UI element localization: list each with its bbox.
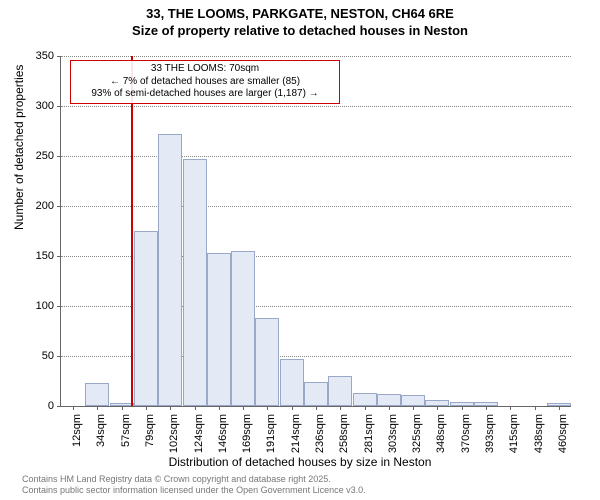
ytick-label: 250 — [24, 150, 54, 162]
xtick-mark — [535, 406, 536, 410]
xtick-mark — [122, 406, 123, 410]
xtick-label: 325sqm — [411, 414, 423, 460]
xtick-mark — [292, 406, 293, 410]
histogram-bar — [134, 231, 158, 406]
xtick-mark — [219, 406, 220, 410]
xtick-mark — [559, 406, 560, 410]
xtick-label: 258sqm — [338, 414, 350, 460]
xtick-label: 57sqm — [120, 414, 132, 460]
xtick-label: 348sqm — [435, 414, 447, 460]
xtick-label: 370sqm — [460, 414, 472, 460]
ytick-mark — [57, 56, 61, 57]
xtick-label: 303sqm — [387, 414, 399, 460]
xtick-mark — [365, 406, 366, 410]
ytick-label: 100 — [24, 300, 54, 312]
ytick-label: 50 — [24, 350, 54, 362]
highlight-line — [131, 56, 133, 406]
gridline — [61, 106, 571, 107]
histogram-bar — [353, 393, 377, 406]
annotation-box: 33 THE LOOMS: 70sqm ← 7% of detached hou… — [70, 60, 340, 104]
xtick-label: 393sqm — [484, 414, 496, 460]
xtick-label: 34sqm — [95, 414, 107, 460]
annotation-line2: ← 7% of detached houses are smaller (85) — [75, 76, 335, 89]
histogram-bar — [183, 159, 207, 406]
histogram-bar — [255, 318, 279, 406]
chart-title-line1: 33, THE LOOMS, PARKGATE, NESTON, CH64 6R… — [0, 0, 600, 23]
gridline — [61, 56, 571, 57]
ytick-label: 350 — [24, 50, 54, 62]
plot: 12sqm34sqm57sqm79sqm102sqm124sqm146sqm16… — [60, 56, 571, 407]
xtick-mark — [389, 406, 390, 410]
xtick-mark — [73, 406, 74, 410]
ytick-mark — [57, 106, 61, 107]
xtick-mark — [195, 406, 196, 410]
xtick-label: 236sqm — [314, 414, 326, 460]
xtick-label: 415sqm — [508, 414, 520, 460]
histogram-bar — [207, 253, 231, 406]
x-axis-label: Distribution of detached houses by size … — [0, 455, 600, 469]
xtick-label: 146sqm — [217, 414, 229, 460]
xtick-label: 191sqm — [265, 414, 277, 460]
xtick-mark — [146, 406, 147, 410]
xtick-mark — [170, 406, 171, 410]
ytick-mark — [57, 256, 61, 257]
histogram-bar — [280, 359, 304, 406]
xtick-label: 281sqm — [363, 414, 375, 460]
xtick-mark — [510, 406, 511, 410]
histogram-bar — [377, 394, 401, 406]
xtick-label: 214sqm — [290, 414, 302, 460]
gridline — [61, 206, 571, 207]
ytick-mark — [57, 206, 61, 207]
ytick-label: 300 — [24, 100, 54, 112]
xtick-mark — [243, 406, 244, 410]
xtick-label: 169sqm — [241, 414, 253, 460]
ytick-label: 0 — [24, 400, 54, 412]
annotation-line1: 33 THE LOOMS: 70sqm — [75, 63, 335, 76]
histogram-bar — [304, 382, 328, 406]
xtick-mark — [486, 406, 487, 410]
xtick-label: 102sqm — [168, 414, 180, 460]
xtick-label: 12sqm — [71, 414, 83, 460]
xtick-mark — [413, 406, 414, 410]
annotation-line3: 93% of semi-detached houses are larger (… — [75, 88, 335, 101]
histogram-bar — [158, 134, 182, 406]
histogram-bar — [401, 395, 425, 406]
xtick-mark — [316, 406, 317, 410]
footer-line1: Contains HM Land Registry data © Crown c… — [22, 474, 366, 485]
xtick-label: 460sqm — [557, 414, 569, 460]
xtick-label: 79sqm — [144, 414, 156, 460]
xtick-mark — [437, 406, 438, 410]
xtick-mark — [97, 406, 98, 410]
footer: Contains HM Land Registry data © Crown c… — [22, 474, 366, 496]
xtick-label: 124sqm — [193, 414, 205, 460]
ytick-mark — [57, 156, 61, 157]
ytick-mark — [57, 406, 61, 407]
ytick-label: 200 — [24, 200, 54, 212]
histogram-bar — [328, 376, 352, 406]
footer-line2: Contains public sector information licen… — [22, 485, 366, 496]
xtick-mark — [462, 406, 463, 410]
xtick-mark — [340, 406, 341, 410]
xtick-mark — [267, 406, 268, 410]
plot-area: 12sqm34sqm57sqm79sqm102sqm124sqm146sqm16… — [60, 56, 570, 406]
histogram-bar — [85, 383, 109, 406]
ytick-mark — [57, 356, 61, 357]
histogram-bar — [231, 251, 255, 406]
xtick-label: 438sqm — [533, 414, 545, 460]
gridline — [61, 156, 571, 157]
chart-title-line2: Size of property relative to detached ho… — [0, 23, 600, 40]
ytick-mark — [57, 306, 61, 307]
ytick-label: 150 — [24, 250, 54, 262]
chart-container: 33, THE LOOMS, PARKGATE, NESTON, CH64 6R… — [0, 0, 600, 500]
